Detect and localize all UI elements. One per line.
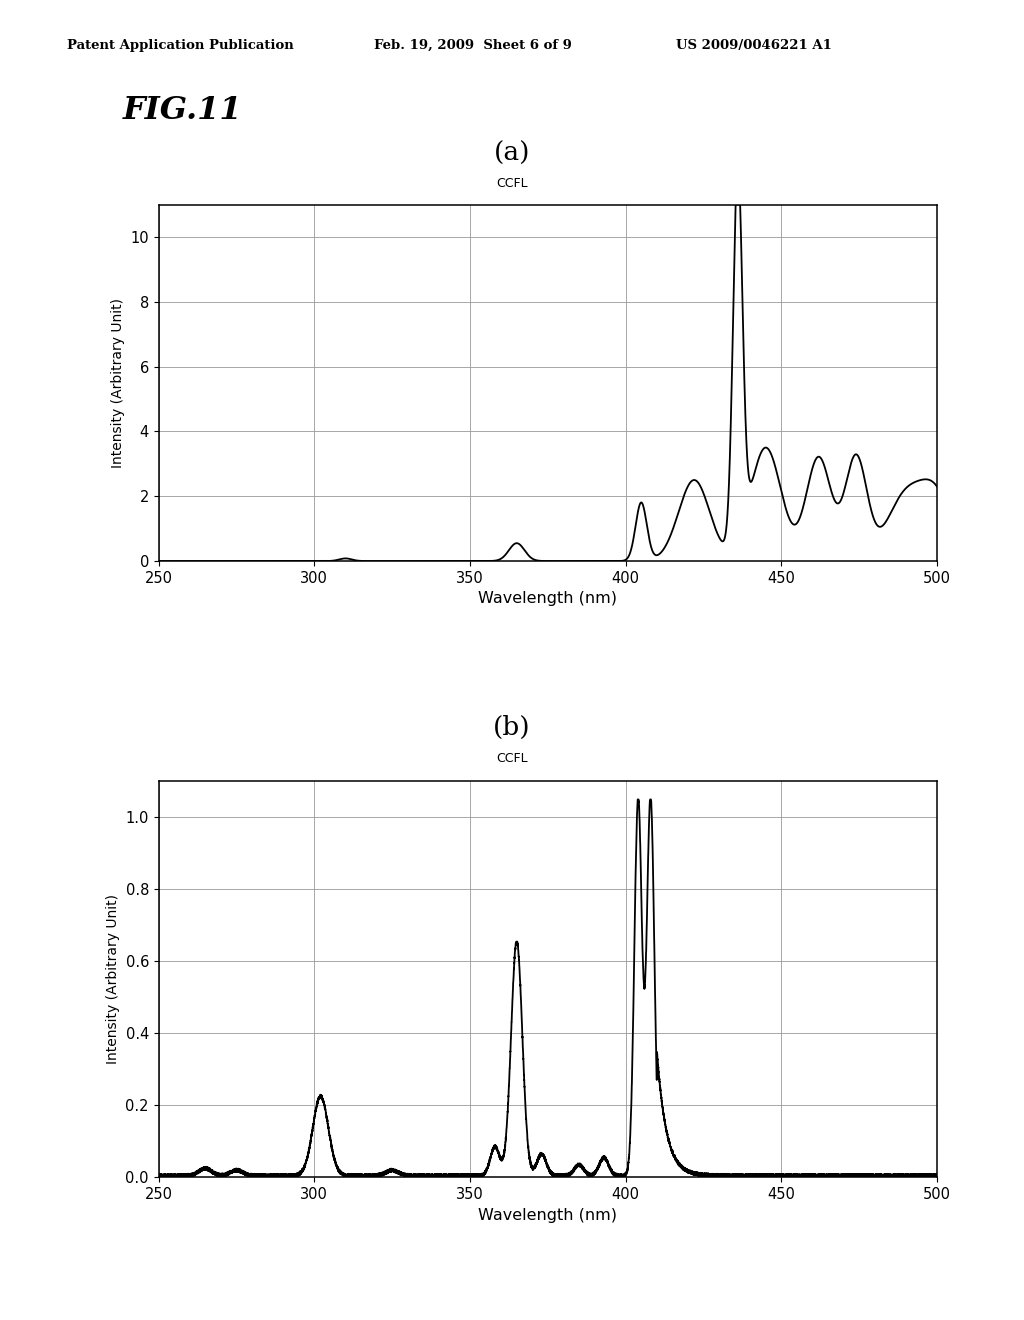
Text: CCFL: CCFL bbox=[497, 751, 527, 764]
X-axis label: Wavelength (nm): Wavelength (nm) bbox=[478, 591, 617, 606]
Text: US 2009/0046221 A1: US 2009/0046221 A1 bbox=[676, 38, 831, 51]
Text: Patent Application Publication: Patent Application Publication bbox=[67, 38, 293, 51]
Y-axis label: Intensity (Arbitrary Unit): Intensity (Arbitrary Unit) bbox=[111, 298, 125, 467]
Text: FIG.11: FIG.11 bbox=[123, 95, 243, 125]
X-axis label: Wavelength (nm): Wavelength (nm) bbox=[478, 1208, 617, 1222]
Text: CCFL: CCFL bbox=[497, 177, 527, 190]
Text: (b): (b) bbox=[494, 715, 530, 741]
Text: (a): (a) bbox=[494, 141, 530, 166]
Y-axis label: Intensity (Arbitrary Unit): Intensity (Arbitrary Unit) bbox=[105, 895, 120, 1064]
Text: Feb. 19, 2009  Sheet 6 of 9: Feb. 19, 2009 Sheet 6 of 9 bbox=[374, 38, 571, 51]
